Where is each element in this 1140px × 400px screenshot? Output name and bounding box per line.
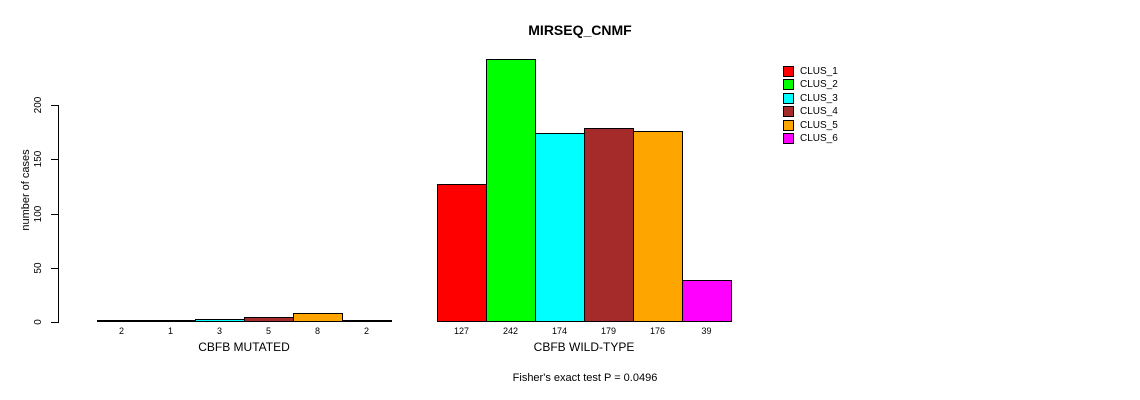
bar-clus_5 (633, 131, 683, 322)
bar-clus_1 (437, 184, 487, 322)
y-axis-tick (51, 213, 58, 215)
bar-value-label: 5 (265, 326, 271, 336)
legend-swatch-clus_4 (783, 106, 794, 118)
bar-clus_2 (146, 320, 196, 322)
bar-value-label: 127 (453, 326, 470, 336)
annotation-text: Fisher's exact test P = 0.0496 (512, 372, 658, 384)
y-axis-tick (51, 105, 58, 106)
y-axis-tick-label: 150 (33, 150, 44, 168)
legend-swatch-clus_2 (783, 79, 794, 91)
bar-value-label: 39 (701, 326, 712, 336)
y-axis-tick (51, 159, 58, 161)
legend-label: CLUS_1 (800, 66, 838, 77)
bar-value-label: 179 (600, 326, 617, 336)
bar-value-label: 1 (167, 326, 173, 336)
legend-swatch-clus_3 (783, 92, 794, 104)
y-axis-line (58, 105, 59, 323)
legend-label: CLUS_5 (800, 119, 838, 131)
y-axis-label: number of cases (20, 149, 32, 231)
legend-label: CLUS_4 (800, 106, 838, 118)
y-axis-tick-label: 200 (33, 96, 44, 114)
legend-label: CLUS_6 (800, 133, 838, 144)
bar-clus_4 (244, 316, 294, 322)
bar-value-label: 174 (551, 326, 568, 336)
y-axis-tick (51, 322, 58, 323)
legend-swatch-clus_1 (783, 66, 794, 77)
bar-clus_3 (535, 133, 585, 322)
legend-swatch-clus_6 (783, 133, 794, 144)
y-axis-tick-label: 100 (33, 205, 44, 222)
bar-value-label: 176 (649, 326, 666, 336)
bar-clus_1 (97, 319, 147, 322)
x-axis-group-label: CBFB MUTATED (198, 340, 290, 354)
bar-clus_4 (584, 127, 634, 322)
bar-value-label: 242 (502, 326, 519, 336)
bar-value-label: 3 (216, 326, 222, 336)
y-axis-tick-label: 50 (33, 262, 44, 274)
y-axis-tick (51, 267, 58, 269)
bar-clus_2 (486, 59, 536, 322)
bar-clus_6 (682, 279, 732, 322)
legend-label: CLUS_2 (800, 79, 838, 91)
bar-value-label: 8 (314, 326, 320, 336)
bar-value-label: 2 (363, 326, 369, 336)
y-axis-tick-label: 0 (33, 319, 44, 325)
bar-clus_5 (293, 313, 343, 322)
legend-label: CLUS_3 (800, 92, 838, 104)
x-axis-group-label: CBFB WILD-TYPE (533, 340, 635, 354)
chart-title: MIRSEQ_CNMF (528, 22, 632, 38)
bar-clus_6 (342, 319, 392, 322)
bar-clus_3 (195, 318, 245, 322)
bar-value-label: 2 (118, 326, 124, 336)
legend-swatch-clus_5 (783, 119, 794, 131)
